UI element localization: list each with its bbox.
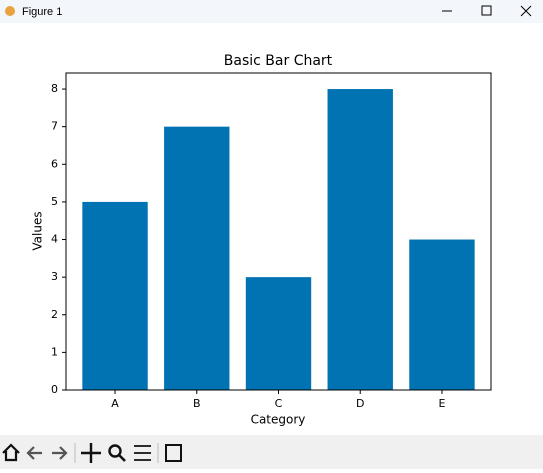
y-axis-label: Values xyxy=(31,211,45,250)
y-tick-label: 4 xyxy=(51,233,58,246)
y-tick-label: 7 xyxy=(51,120,58,133)
plot-frame xyxy=(65,72,492,391)
bar xyxy=(245,277,312,390)
x-axis-label: Category xyxy=(251,413,306,427)
y-tick-label: 0 xyxy=(51,383,58,396)
y-tick-label: 6 xyxy=(51,157,58,170)
y-tick-label: 5 xyxy=(51,195,58,208)
y-tick-label: 8 xyxy=(51,82,58,95)
zoom-handle xyxy=(118,454,126,462)
bar xyxy=(409,239,475,390)
title-bar: Figure 1 xyxy=(0,0,543,23)
x-tick-label: D xyxy=(356,397,364,410)
home-button[interactable] xyxy=(2,443,20,462)
pan-button[interactable] xyxy=(81,443,101,463)
bar xyxy=(82,201,148,390)
bar xyxy=(164,126,230,391)
y-tick-label: 1 xyxy=(51,345,58,358)
toolbar xyxy=(0,435,543,469)
x-tick-label: A xyxy=(111,397,119,410)
x-tick-label: E xyxy=(438,397,445,410)
x-tick-label: C xyxy=(275,397,283,410)
close-button[interactable] xyxy=(520,5,532,17)
configure-button[interactable] xyxy=(134,445,151,461)
maximize-button[interactable] xyxy=(481,5,492,16)
chart-title: Basic Bar Chart xyxy=(224,53,333,69)
back-button[interactable] xyxy=(26,446,42,460)
y-tick-label: 3 xyxy=(51,270,58,283)
forward-button[interactable] xyxy=(52,446,68,460)
x-tick-label: B xyxy=(193,397,201,410)
save-button[interactable] xyxy=(165,444,182,462)
app-icon xyxy=(5,6,15,16)
y-tick-label: 2 xyxy=(51,308,58,321)
title-bar-bg xyxy=(0,0,543,23)
zoom-button[interactable] xyxy=(108,444,122,458)
window-title: Figure 1 xyxy=(22,6,62,18)
bar xyxy=(327,89,393,391)
